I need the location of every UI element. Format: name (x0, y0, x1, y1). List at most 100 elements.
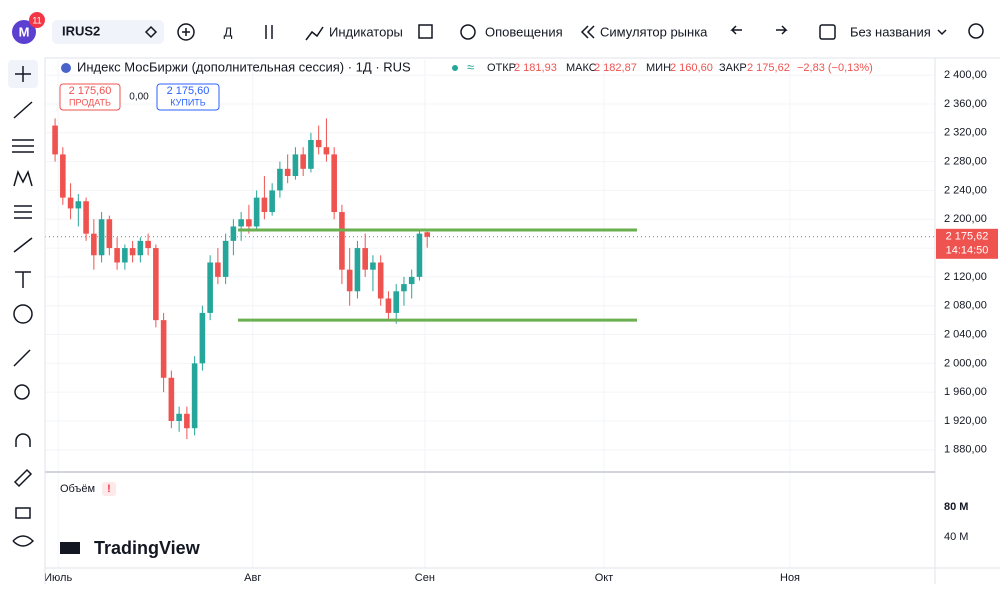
ruler-tool[interactable] (13, 349, 31, 367)
buy-label: КУПИТЬ (170, 97, 205, 107)
candle-body (385, 298, 392, 313)
layouts-icon[interactable] (418, 24, 433, 39)
candle-body (215, 262, 221, 277)
x-tick-label: Сен (415, 572, 435, 584)
volume-tick: 40 M (944, 531, 968, 543)
candle-body (261, 197, 268, 213)
y-tick-label: 2 080,00 (944, 300, 987, 312)
add-icon[interactable] (177, 23, 195, 41)
icon-tool[interactable] (13, 304, 33, 324)
candle-body (122, 248, 128, 263)
pattern-tool[interactable] (13, 169, 33, 187)
candle-body (114, 248, 120, 263)
candle-body (284, 168, 291, 177)
candle-body (292, 154, 299, 177)
candle-body (160, 320, 167, 378)
candle-body (83, 201, 89, 234)
icon (305, 26, 324, 41)
candle-body (362, 248, 368, 270)
branding: TradingView (94, 538, 201, 558)
ohlc-label: ЗАКР (719, 62, 747, 74)
candle-body (408, 276, 415, 285)
volume-tick: 80 M (944, 501, 968, 513)
status-dot (452, 65, 458, 71)
candle-body (230, 226, 237, 241)
cursor-tool[interactable] (15, 66, 31, 82)
candle-body (253, 197, 260, 227)
warning-icon: ! (107, 483, 111, 495)
candle-body (424, 232, 431, 237)
candle-body (137, 240, 144, 256)
lock-tool[interactable] (15, 507, 31, 519)
candle-body (67, 197, 74, 209)
trend-tool[interactable] (13, 101, 33, 119)
buy-button[interactable] (156, 83, 220, 111)
badge-count: 11 (32, 15, 41, 25)
indicators[interactable]: Индикаторы (329, 24, 403, 39)
x-tick-label: Ноя (780, 572, 800, 584)
candle-body (153, 248, 159, 321)
search-icon[interactable] (968, 23, 984, 39)
x-tick-label: Авг (244, 572, 261, 584)
candle-body (199, 312, 206, 364)
legend-title: Индекс МосБиржи (дополнительная сессия) … (77, 59, 411, 74)
candle-body (168, 377, 175, 422)
y-tick-label: 2 280,00 (944, 156, 987, 168)
x-tick-label: Июль (44, 572, 72, 584)
candle-body (300, 154, 306, 169)
fib-tool[interactable] (12, 139, 34, 153)
icon: ≈ (467, 59, 474, 74)
icon (460, 24, 476, 40)
candle-body (416, 233, 423, 277)
symbol: IRUS2 (62, 23, 100, 38)
icon (937, 29, 947, 36)
drawing-toolbar (0, 58, 45, 584)
icon (580, 25, 595, 39)
interval[interactable]: Д (224, 24, 233, 39)
brush-tool[interactable] (13, 237, 33, 253)
candle-body (377, 262, 384, 299)
candle-body (145, 240, 151, 249)
layout-name[interactable]: Без названия (850, 24, 931, 39)
last-price: 2 175,62 (946, 231, 989, 243)
icon (144, 25, 158, 39)
magnet-tool[interactable] (15, 433, 31, 447)
lock-drawing-tool[interactable] (13, 468, 33, 488)
ohlc-value: 2 181,93 (514, 62, 557, 74)
text-tool[interactable] (15, 271, 31, 288)
redo-icon[interactable] (776, 25, 788, 35)
y-tick-label: 2 000,00 (944, 357, 987, 369)
spread: 0,00 (129, 92, 149, 103)
candle-body (60, 154, 66, 198)
hide-tool[interactable] (12, 535, 35, 547)
avatar[interactable] (12, 20, 36, 44)
candle-body (184, 413, 190, 429)
candle-body (346, 269, 353, 292)
undo-icon[interactable] (730, 25, 742, 35)
candle-body (238, 219, 244, 227)
icon (182, 28, 190, 36)
ohlc-label: МАКС (566, 62, 597, 74)
buy-price: 2 175,60 (167, 85, 210, 97)
y-tick-label: 1 920,00 (944, 415, 987, 427)
candle-body (315, 139, 322, 148)
y-tick-label: 2 120,00 (944, 271, 987, 283)
avatar-letter: M (19, 24, 30, 39)
y-tick-label: 2 320,00 (944, 127, 987, 139)
forecast-tool[interactable] (14, 205, 32, 219)
candle-body (106, 219, 113, 249)
alerts[interactable]: Оповещения (485, 24, 563, 39)
symbol-search[interactable] (52, 20, 164, 44)
y-tick-label: 2 240,00 (944, 184, 987, 196)
simulator[interactable]: Симулятор рынка (600, 24, 708, 39)
candle-body (222, 240, 229, 277)
zoom-tool[interactable] (14, 384, 30, 400)
icon (819, 24, 836, 40)
candle-body (75, 201, 82, 209)
candles-icon[interactable] (265, 25, 273, 39)
candle-body (401, 284, 407, 292)
chart-area: Июль Авг Сен Окт Ноя (44, 60, 935, 584)
sell-button[interactable] (59, 83, 121, 111)
y-tick-label: 2 040,00 (944, 328, 987, 340)
